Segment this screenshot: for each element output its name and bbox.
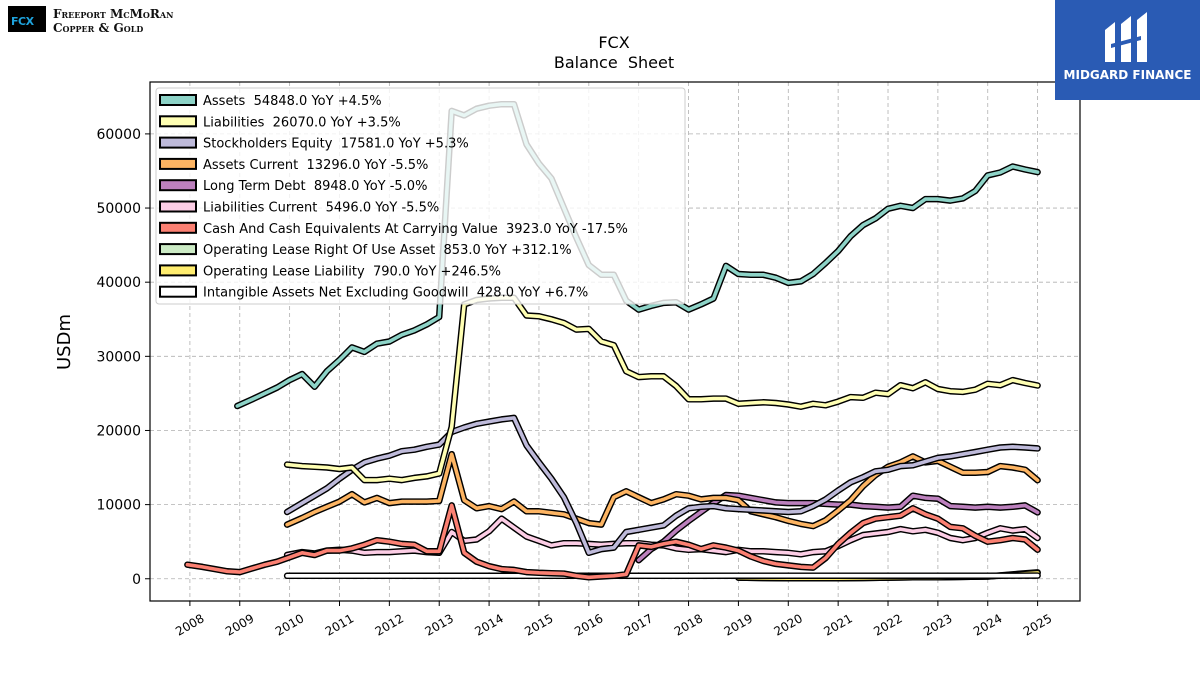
legend-label: Cash And Cash Equivalents At Carrying Va… <box>203 222 628 237</box>
y-tick-label: 10000 <box>96 498 141 514</box>
y-tick-label: 60000 <box>96 127 141 143</box>
legend-label: Liabilities 26070.0 YoY +3.5% <box>203 115 401 130</box>
company-name: Freeport McMoRan Copper & Gold <box>53 7 173 35</box>
chart-legend: Assets 54848.0 YoY +4.5% Liabilities 2607… <box>155 87 686 305</box>
midgard-finance-logo: MIDGARD FINANCE <box>1055 0 1200 100</box>
legend-box <box>155 87 686 305</box>
company-name-line2: Copper & Gold <box>53 21 144 35</box>
x-tick-label: 2009 <box>223 611 256 638</box>
x-tick-label: 2019 <box>722 611 755 638</box>
x-tick-label: 2025 <box>1021 611 1054 638</box>
x-tick-label: 2014 <box>472 611 505 638</box>
legend-label: Operating Lease Liability 790.0 YoY +246… <box>203 264 501 279</box>
chart-subtitle: Balance Sheet <box>554 53 674 72</box>
freeport-mcmoran-logo: FCX Freeport McMoRan Copper & Gold <box>8 6 228 38</box>
legend-swatch <box>159 136 197 149</box>
y-tick-label: 40000 <box>96 275 141 291</box>
plot-frame <box>149 81 1081 602</box>
series-line <box>285 452 1040 528</box>
y-tick-label: 0 <box>132 572 141 588</box>
legend-swatch <box>159 243 197 256</box>
series-layer <box>184 100 1041 582</box>
x-tick-label: 2024 <box>971 611 1004 638</box>
midgard-m-icon <box>1105 12 1147 62</box>
y-axis-label: USDm <box>54 314 75 370</box>
y-tick-label: 30000 <box>96 349 141 365</box>
legend-item: Operating Lease Right Of Use Asset 853.0… <box>159 243 572 258</box>
x-tick-label: 2018 <box>672 611 705 638</box>
x-axis-ticks: 2008 2009 2010 2011 2012 2013 2014 2015 2016 2017… <box>173 601 1054 639</box>
legend-label: Assets Current 13296.0 YoY -5.5% <box>203 158 428 173</box>
legend-swatch <box>159 179 197 192</box>
y-axis-ticks: 0 10000 20000 30000 40000 50000 60000 <box>96 127 150 588</box>
x-tick-label: 2008 <box>173 611 206 638</box>
legend-label: Assets 54848.0 YoY +4.5% <box>203 94 382 109</box>
x-tick-label: 2012 <box>373 611 406 638</box>
legend-item: Operating Lease Liability 790.0 YoY +246… <box>159 264 501 279</box>
series-line <box>235 102 1040 408</box>
x-tick-label: 2010 <box>273 611 306 638</box>
x-tick-label: 2022 <box>871 611 904 638</box>
legend-swatch <box>159 264 197 277</box>
x-tick-label: 2015 <box>522 611 555 638</box>
x-tick-label: 2011 <box>323 611 356 638</box>
legend-item: Long Term Debt 8948.0 YoY -5.0% <box>159 179 427 194</box>
x-tick-label: 2021 <box>821 611 854 638</box>
y-tick-label: 50000 <box>96 201 141 217</box>
series-cash-and-cash-equivalents-at-carrying-value <box>184 502 1041 581</box>
series-liabilities <box>283 294 1041 484</box>
series-line <box>285 416 1040 555</box>
legend-item: Stockholders Equity 17581.0 YoY +5.3% <box>159 136 469 152</box>
legend-label: Long Term Debt 8948.0 YoY -5.0% <box>203 179 427 194</box>
legend-item: Intangible Assets Net Excluding Goodwill… <box>159 285 588 301</box>
legend-swatch <box>159 200 197 213</box>
legend-item: Liabilities Current 5496.0 YoY -5.5% <box>159 200 439 216</box>
company-name-line1: Freeport McMoRan <box>53 7 174 21</box>
x-tick-label: 2020 <box>772 611 805 638</box>
legend-label: Operating Lease Right Of Use Asset 853.0… <box>203 243 572 258</box>
fcx-mark-icon: FCX <box>8 6 46 32</box>
x-tick-label: 2013 <box>422 611 455 638</box>
legend-item: Cash And Cash Equivalents At Carrying Va… <box>159 221 628 237</box>
series-line <box>285 295 1040 482</box>
legend-swatch <box>159 221 197 234</box>
x-tick-label: 2016 <box>572 611 605 638</box>
legend-item: Assets Current 13296.0 YoY -5.5% <box>159 157 428 173</box>
legend-swatch <box>159 94 197 106</box>
y-tick-label: 20000 <box>96 423 141 439</box>
legend-label: Intangible Assets Net Excluding Goodwill… <box>203 286 588 301</box>
legend-item: Assets 54848.0 YoY +4.5% <box>159 94 382 109</box>
x-tick-label: 2017 <box>622 611 655 638</box>
series-assets-current <box>283 450 1041 530</box>
series-assets <box>234 100 1041 410</box>
legend-item: Liabilities 26070.0 YoY +3.5% <box>159 115 401 130</box>
x-tick-label: 2023 <box>921 611 954 638</box>
legend-swatch <box>159 157 197 170</box>
legend-label: Liabilities Current 5496.0 YoY -5.5% <box>203 201 439 216</box>
series-line <box>185 503 1040 580</box>
chart-title: FCX <box>598 33 629 52</box>
series-stockholders-equity <box>283 414 1041 557</box>
legend-swatch <box>159 285 197 298</box>
fcx-mark-text: FCX <box>11 15 34 28</box>
legend-swatch <box>159 115 197 128</box>
legend-label: Stockholders Equity 17581.0 YoY +5.3% <box>203 137 469 152</box>
midgard-brand-text: MIDGARD FINANCE <box>1063 68 1192 82</box>
